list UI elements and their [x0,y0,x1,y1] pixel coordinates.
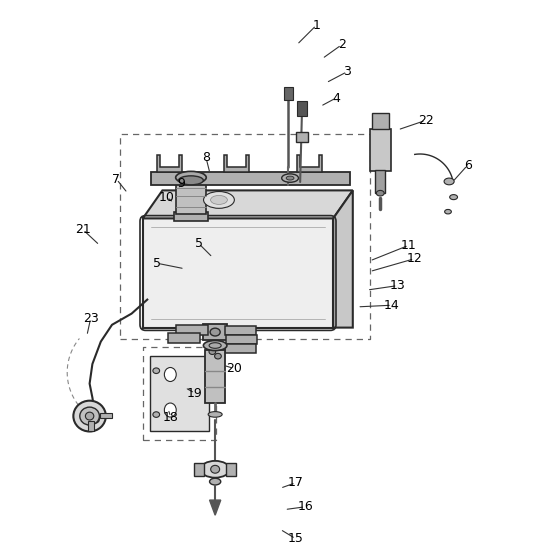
Bar [372,113,389,129]
Text: 5: 5 [153,256,161,270]
Ellipse shape [376,190,384,196]
Text: 15: 15 [288,532,304,545]
Text: 21: 21 [75,223,91,236]
Polygon shape [143,218,333,328]
Ellipse shape [176,171,206,184]
Text: 19: 19 [187,386,203,400]
Bar [176,325,208,335]
Text: 13: 13 [390,279,405,292]
Bar [176,180,206,214]
Text: 7: 7 [113,172,120,186]
Ellipse shape [153,368,160,374]
Ellipse shape [210,328,220,336]
Ellipse shape [450,195,458,200]
Ellipse shape [203,340,227,351]
Ellipse shape [444,178,454,185]
Ellipse shape [209,478,221,485]
Text: 5: 5 [195,237,203,250]
Text: 2: 2 [338,38,346,52]
Ellipse shape [214,353,221,359]
Ellipse shape [209,349,216,354]
Ellipse shape [209,343,221,348]
Ellipse shape [445,209,451,214]
Text: 10: 10 [159,190,175,204]
Bar [194,463,204,476]
Bar [205,350,225,403]
Bar [150,356,209,431]
Ellipse shape [211,465,220,473]
Text: 3: 3 [343,65,351,78]
Polygon shape [203,324,227,340]
Text: 4: 4 [332,91,340,105]
Bar [297,101,307,116]
Bar [370,129,391,171]
Text: 9: 9 [177,177,185,190]
Bar [284,87,293,100]
Bar [296,132,308,142]
Ellipse shape [282,174,298,183]
Bar [226,335,257,344]
Ellipse shape [165,403,176,417]
Polygon shape [297,155,322,172]
Ellipse shape [208,412,222,417]
Ellipse shape [86,412,94,420]
Bar [225,344,256,353]
Ellipse shape [179,176,203,185]
Polygon shape [209,500,221,515]
Polygon shape [157,155,182,172]
Ellipse shape [211,195,227,204]
Text: 16: 16 [297,500,313,514]
Text: 6: 6 [464,158,472,172]
Ellipse shape [73,401,106,432]
Bar [100,413,112,418]
Text: 8: 8 [202,151,210,165]
Bar [225,326,256,335]
Text: 11: 11 [401,239,417,252]
Text: 22: 22 [418,114,433,127]
Text: 14: 14 [384,298,400,312]
Text: 17: 17 [288,476,304,489]
Ellipse shape [200,461,230,478]
Bar [167,333,200,343]
Bar [375,170,385,193]
Bar [226,463,236,476]
Polygon shape [224,155,249,172]
Ellipse shape [80,407,100,425]
Bar [151,172,350,185]
Text: 18: 18 [163,410,179,424]
Ellipse shape [153,412,160,417]
Polygon shape [333,190,353,328]
Ellipse shape [91,414,100,423]
Polygon shape [143,190,353,218]
Text: 20: 20 [226,362,242,375]
Text: 1: 1 [312,18,320,32]
Text: 12: 12 [407,252,422,265]
Text: 23: 23 [83,311,99,325]
Bar [88,421,94,431]
Polygon shape [174,212,208,221]
Ellipse shape [204,192,235,208]
Ellipse shape [165,367,176,381]
Ellipse shape [286,176,294,180]
